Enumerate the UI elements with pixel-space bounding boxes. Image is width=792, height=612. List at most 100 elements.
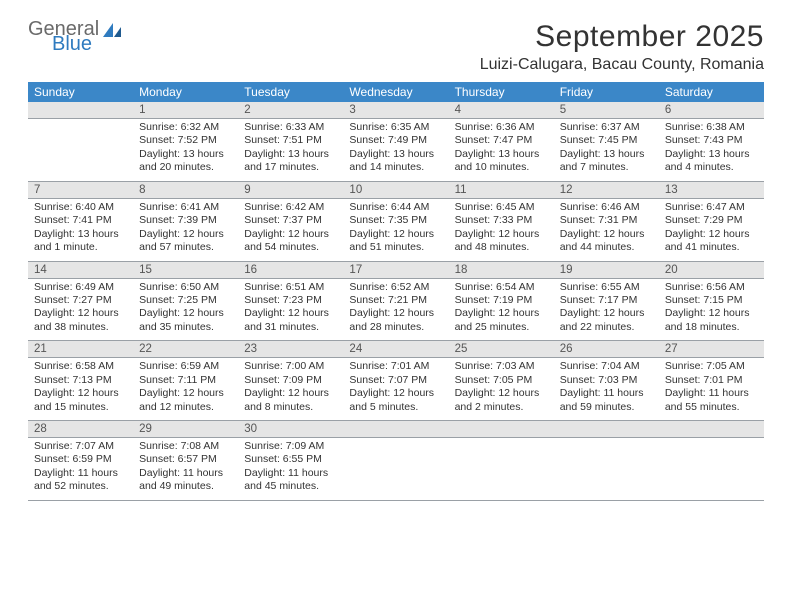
sunset-text: Sunset: 7:45 PM — [560, 134, 653, 147]
day-number: 5 — [554, 102, 659, 118]
day-cell: Sunrise: 6:58 AMSunset: 7:13 PMDaylight:… — [28, 358, 133, 420]
day-cell: Sunrise: 7:03 AMSunset: 7:05 PMDaylight:… — [449, 358, 554, 420]
day-number: 6 — [659, 102, 764, 118]
day-cell: Sunrise: 7:09 AMSunset: 6:55 PMDaylight:… — [238, 438, 343, 500]
day2-text: and 10 minutes. — [455, 161, 548, 174]
sunset-text: Sunset: 7:33 PM — [455, 214, 548, 227]
sunrise-text: Sunrise: 6:33 AM — [244, 121, 337, 134]
day-number: 9 — [238, 182, 343, 198]
day2-text: and 59 minutes. — [560, 401, 653, 414]
day2-text: and 51 minutes. — [349, 241, 442, 254]
weeks-container: 123456Sunrise: 6:32 AMSunset: 7:52 PMDay… — [28, 102, 764, 501]
day-cell: Sunrise: 6:45 AMSunset: 7:33 PMDaylight:… — [449, 199, 554, 261]
day1-text: Daylight: 13 hours — [34, 228, 127, 241]
day-number: 11 — [449, 182, 554, 198]
day1-text: Daylight: 12 hours — [455, 307, 548, 320]
day1-text: Daylight: 12 hours — [665, 307, 758, 320]
day1-text: Daylight: 12 hours — [455, 387, 548, 400]
day-body-row: Sunrise: 6:58 AMSunset: 7:13 PMDaylight:… — [28, 358, 764, 421]
sunset-text: Sunset: 7:35 PM — [349, 214, 442, 227]
day-number — [343, 421, 448, 437]
day-cell: Sunrise: 6:47 AMSunset: 7:29 PMDaylight:… — [659, 199, 764, 261]
day1-text: Daylight: 13 hours — [455, 148, 548, 161]
sunrise-text: Sunrise: 7:01 AM — [349, 360, 442, 373]
daynum-row: 78910111213 — [28, 182, 764, 199]
sunset-text: Sunset: 7:25 PM — [139, 294, 232, 307]
month-title: September 2025 — [480, 20, 764, 54]
day-cell: Sunrise: 7:07 AMSunset: 6:59 PMDaylight:… — [28, 438, 133, 500]
day-cell: Sunrise: 6:38 AMSunset: 7:43 PMDaylight:… — [659, 119, 764, 181]
day-cell: Sunrise: 6:40 AMSunset: 7:41 PMDaylight:… — [28, 199, 133, 261]
sunset-text: Sunset: 7:09 PM — [244, 374, 337, 387]
day-number: 16 — [238, 262, 343, 278]
sunset-text: Sunset: 6:55 PM — [244, 453, 337, 466]
day-number: 13 — [659, 182, 764, 198]
sunset-text: Sunset: 7:21 PM — [349, 294, 442, 307]
day1-text: Daylight: 12 hours — [349, 228, 442, 241]
dow-monday: Monday — [133, 82, 238, 102]
sunset-text: Sunset: 7:37 PM — [244, 214, 337, 227]
day-cell: Sunrise: 6:50 AMSunset: 7:25 PMDaylight:… — [133, 279, 238, 341]
sunset-text: Sunset: 7:29 PM — [665, 214, 758, 227]
sunrise-text: Sunrise: 7:08 AM — [139, 440, 232, 453]
day2-text: and 41 minutes. — [665, 241, 758, 254]
daynum-row: 14151617181920 — [28, 262, 764, 279]
sunrise-text: Sunrise: 6:45 AM — [455, 201, 548, 214]
day-cell — [449, 438, 554, 500]
day-number: 12 — [554, 182, 659, 198]
day2-text: and 18 minutes. — [665, 321, 758, 334]
sunrise-text: Sunrise: 7:00 AM — [244, 360, 337, 373]
sunset-text: Sunset: 7:01 PM — [665, 374, 758, 387]
day1-text: Daylight: 11 hours — [665, 387, 758, 400]
sunset-text: Sunset: 7:43 PM — [665, 134, 758, 147]
sunrise-text: Sunrise: 6:44 AM — [349, 201, 442, 214]
day1-text: Daylight: 12 hours — [34, 307, 127, 320]
day1-text: Daylight: 12 hours — [349, 387, 442, 400]
day-number: 10 — [343, 182, 448, 198]
sunrise-text: Sunrise: 6:42 AM — [244, 201, 337, 214]
dow-wednesday: Wednesday — [343, 82, 448, 102]
day-cell: Sunrise: 6:49 AMSunset: 7:27 PMDaylight:… — [28, 279, 133, 341]
day2-text: and 28 minutes. — [349, 321, 442, 334]
day-cell: Sunrise: 6:44 AMSunset: 7:35 PMDaylight:… — [343, 199, 448, 261]
day2-text: and 38 minutes. — [34, 321, 127, 334]
daynum-row: 282930 — [28, 421, 764, 438]
day2-text: and 25 minutes. — [455, 321, 548, 334]
day-number — [28, 102, 133, 118]
day-number: 23 — [238, 341, 343, 357]
logo: General Blue — [28, 20, 123, 54]
sunset-text: Sunset: 7:05 PM — [455, 374, 548, 387]
day-number: 7 — [28, 182, 133, 198]
day-cell: Sunrise: 6:41 AMSunset: 7:39 PMDaylight:… — [133, 199, 238, 261]
sunrise-text: Sunrise: 7:04 AM — [560, 360, 653, 373]
sunrise-text: Sunrise: 6:40 AM — [34, 201, 127, 214]
day-cell: Sunrise: 7:01 AMSunset: 7:07 PMDaylight:… — [343, 358, 448, 420]
day1-text: Daylight: 13 hours — [349, 148, 442, 161]
sunrise-text: Sunrise: 7:07 AM — [34, 440, 127, 453]
day2-text: and 54 minutes. — [244, 241, 337, 254]
sunset-text: Sunset: 7:15 PM — [665, 294, 758, 307]
day-number: 1 — [133, 102, 238, 118]
sunrise-text: Sunrise: 7:03 AM — [455, 360, 548, 373]
day-number: 17 — [343, 262, 448, 278]
day2-text: and 1 minute. — [34, 241, 127, 254]
sunset-text: Sunset: 6:59 PM — [34, 453, 127, 466]
day2-text: and 57 minutes. — [139, 241, 232, 254]
sunrise-text: Sunrise: 7:05 AM — [665, 360, 758, 373]
sunrise-text: Sunrise: 6:37 AM — [560, 121, 653, 134]
day-cell: Sunrise: 6:35 AMSunset: 7:49 PMDaylight:… — [343, 119, 448, 181]
day-number: 2 — [238, 102, 343, 118]
sunset-text: Sunset: 7:11 PM — [139, 374, 232, 387]
day2-text: and 4 minutes. — [665, 161, 758, 174]
day-cell: Sunrise: 7:08 AMSunset: 6:57 PMDaylight:… — [133, 438, 238, 500]
sunrise-text: Sunrise: 6:46 AM — [560, 201, 653, 214]
sunrise-text: Sunrise: 6:55 AM — [560, 281, 653, 294]
day-number: 24 — [343, 341, 448, 357]
sunrise-text: Sunrise: 6:41 AM — [139, 201, 232, 214]
day-number: 8 — [133, 182, 238, 198]
sunset-text: Sunset: 7:17 PM — [560, 294, 653, 307]
sunrise-text: Sunrise: 6:58 AM — [34, 360, 127, 373]
sunset-text: Sunset: 7:51 PM — [244, 134, 337, 147]
day2-text: and 15 minutes. — [34, 401, 127, 414]
day2-text: and 14 minutes. — [349, 161, 442, 174]
